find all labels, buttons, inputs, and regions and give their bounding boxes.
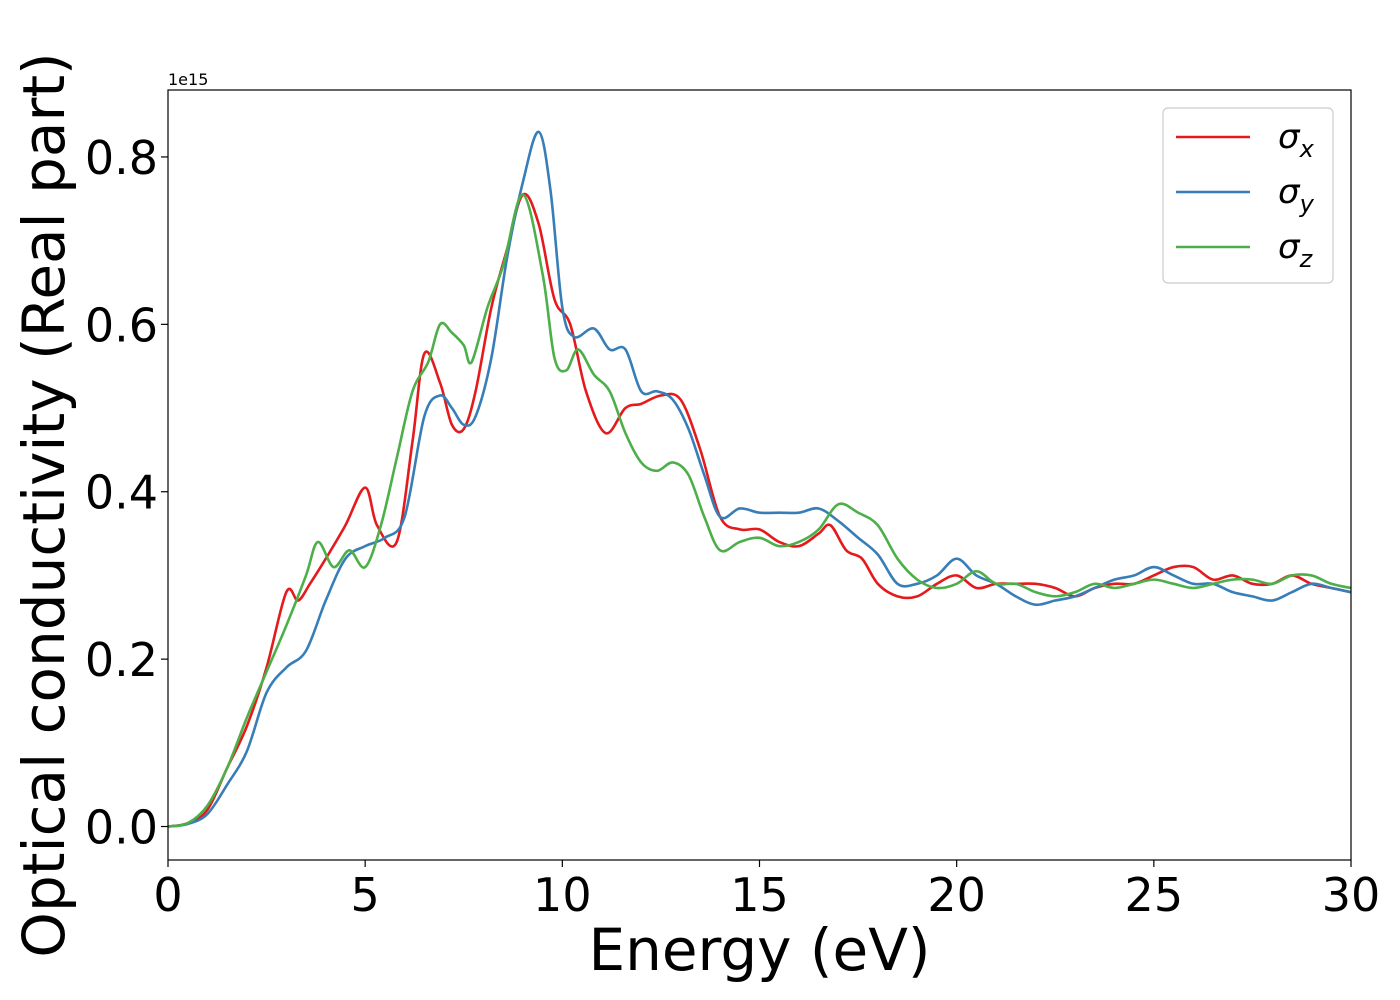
legend-label-y: σy xyxy=(1278,172,1315,218)
y-tick-label: 0.2 xyxy=(85,633,158,687)
x-tick-label: 25 xyxy=(1125,868,1184,922)
x-tick-label: 20 xyxy=(927,868,986,922)
y-tick-label: 0.4 xyxy=(85,466,158,520)
series-line-z xyxy=(168,193,1351,828)
y-tick-label: 0.8 xyxy=(85,131,158,185)
ticks-layer: 0 5 10 15 20 25 30 0.0 0.2 0.4 0.6 0.8 xyxy=(85,131,1380,922)
legend-box xyxy=(1162,107,1334,284)
y-tick-label: 0.6 xyxy=(85,298,158,352)
legend-label-x: σx xyxy=(1278,117,1315,163)
y-tick-label: 0.0 xyxy=(85,801,158,855)
x-tick-label: 0 xyxy=(153,868,182,922)
x-axis-label: Energy (eV) xyxy=(588,916,930,984)
x-tick-label: 30 xyxy=(1322,868,1381,922)
y-offset-label: 1e15 xyxy=(168,70,208,89)
x-tick-label: 15 xyxy=(730,868,789,922)
x-tick-label: 10 xyxy=(533,868,592,922)
y-axis-label: Optical conductivity (Real part) xyxy=(10,52,78,957)
series-line-y xyxy=(168,130,1351,828)
series-layer xyxy=(168,130,1351,828)
x-tick-label: 5 xyxy=(351,868,380,922)
